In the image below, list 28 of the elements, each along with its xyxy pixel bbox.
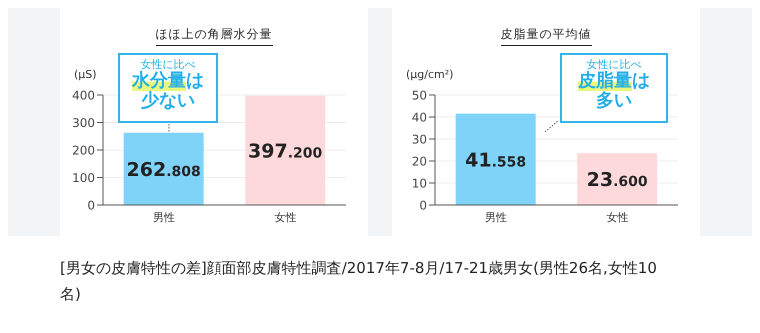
chart-title: 皮脂量の平均値 — [500, 27, 592, 46]
y-tick-label: 10 — [412, 176, 427, 190]
data-label: 397.200 — [248, 140, 323, 162]
x-tick-label: 女性 — [606, 210, 628, 224]
y-tick-label: 50 — [412, 88, 427, 102]
y-tick-label: 100 — [72, 170, 95, 185]
text: 女性に比べ — [586, 58, 642, 71]
chart-title: ほほ上の角層水分量 — [156, 27, 272, 46]
data-label: 23.600 — [586, 169, 648, 192]
annotation: 少ない — [140, 90, 196, 111]
y-tick-label: 200 — [72, 143, 95, 158]
y-tick-label: 0 — [87, 198, 95, 212]
y-tick-label: 20 — [412, 154, 427, 168]
annotation: 多い — [595, 90, 633, 111]
y-tick-label: 400 — [72, 88, 95, 102]
x-tick-label: 女性 — [274, 210, 296, 224]
y-tick-label: 0 — [419, 198, 427, 212]
y-tick-label: 40 — [412, 110, 427, 124]
y-tick-label: 300 — [72, 116, 95, 130]
x-tick-label: 男性 — [152, 210, 175, 224]
data-label: 41.558 — [465, 149, 526, 172]
y-axis-title: (μS) — [74, 68, 97, 81]
x-tick-label: 男性 — [484, 210, 507, 224]
y-tick-label: 30 — [412, 132, 427, 146]
data-label: 262.808 — [126, 158, 201, 181]
text: [男女の皮膚特性の差]顔面部皮膚特性調査/2017年7-8月/17-21歳男女(男性26名,女性10名) — [60, 258, 658, 304]
text: 女性に比べ — [140, 58, 196, 71]
y-axis-title: (μg/cm²) — [406, 68, 454, 81]
